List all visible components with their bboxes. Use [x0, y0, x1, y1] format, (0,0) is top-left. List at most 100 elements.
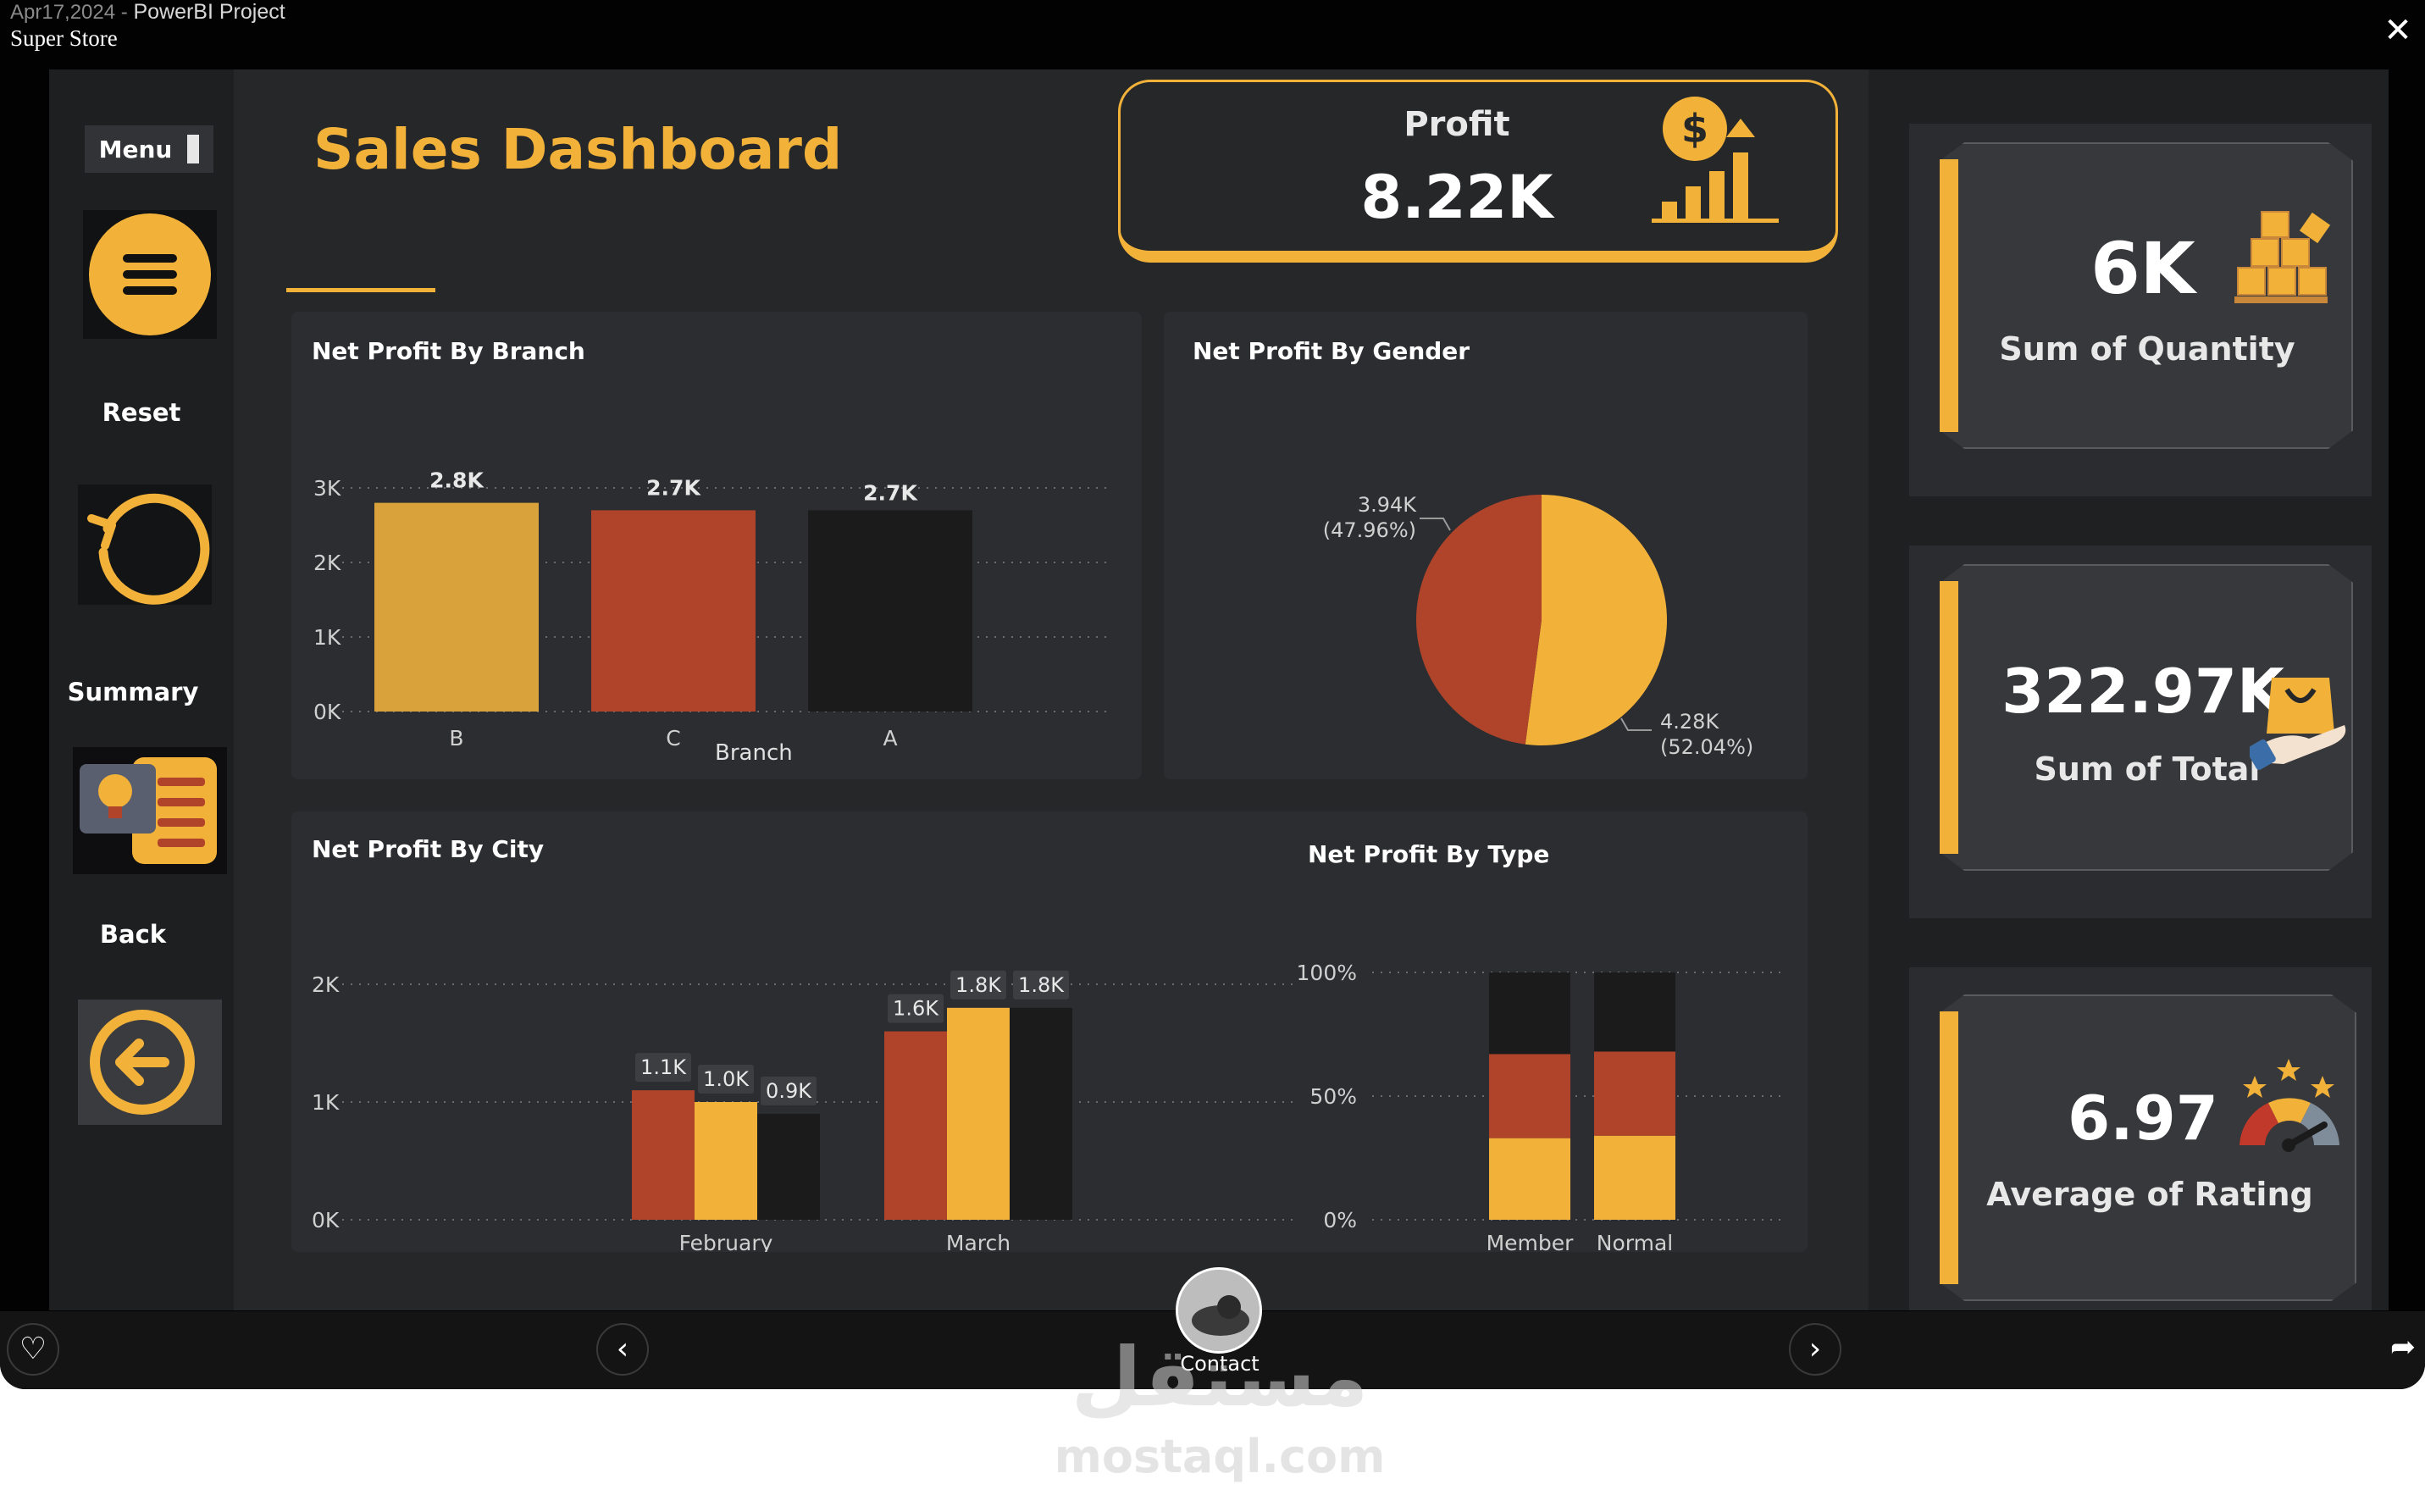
rating-gauge-icon — [2240, 1059, 2339, 1152]
sidebar-item-back-label: Back — [99, 920, 167, 949]
boxes-icon — [2234, 211, 2331, 303]
slice-value-label: 4.28K — [1660, 710, 1719, 734]
report-date: Apr17,2024 - PowerBI Project — [10, 0, 285, 25]
hamburger-button[interactable] — [83, 210, 217, 339]
slice-percent-label: (47.96%) — [1323, 518, 1416, 542]
menu-button[interactable]: Menu — [85, 125, 213, 173]
shopping-bag-hand-icon — [2250, 678, 2346, 770]
project-name: PowerBI Project — [133, 0, 285, 24]
bar-february-naypyitaw — [695, 1102, 757, 1220]
share-icon: ➦ — [2389, 1330, 2417, 1365]
previous-button[interactable]: ‹ — [596, 1323, 649, 1376]
svg-text:$: $ — [1681, 106, 1708, 152]
sidebar-item-summary-label: Summary — [67, 678, 199, 706]
slice-value-label: 3.94K — [1358, 493, 1417, 517]
back-button[interactable] — [78, 1000, 222, 1125]
avatar-image — [1178, 1270, 1260, 1351]
x-tick-label: A — [883, 726, 897, 750]
pie-slice-female — [1525, 495, 1668, 746]
x-tick-label: B — [449, 726, 463, 750]
type-chart-title: Net Profit By Type — [1308, 840, 1550, 868]
data-label-bg — [761, 1076, 817, 1105]
bar-march-naypyitaw — [947, 1007, 1010, 1220]
kpi-quantity-label: Sum of Quantity — [1999, 330, 2295, 368]
kpi-total-value: 322.97K — [2001, 656, 2284, 727]
stack-normal-c — [1594, 972, 1675, 1052]
chevron-right-icon: › — [1808, 1332, 1822, 1366]
x-tick-label: February — [679, 1231, 773, 1252]
x-tick-label: C — [666, 726, 680, 750]
data-label-bg — [888, 994, 944, 1023]
contact-label: Contact — [1180, 1352, 1260, 1376]
summary-button[interactable] — [73, 747, 227, 874]
kpi-rating-value: 6.97 — [2068, 1083, 2218, 1154]
reset-button[interactable] — [78, 485, 212, 605]
bar-march-yangon — [1010, 1007, 1072, 1220]
date-text: Apr17,2024 - — [10, 1, 134, 24]
watermark-arabic: مستقل — [1071, 1330, 1369, 1425]
bar-B — [374, 502, 539, 712]
leader-line — [1420, 518, 1451, 531]
data-label: 1.8K — [955, 973, 1002, 997]
profit-label: Profit — [1404, 105, 1510, 144]
menu-label: Menu — [98, 135, 173, 163]
pie-slice-male — [1416, 495, 1542, 745]
y-tick-label: 2K — [313, 551, 341, 575]
stack-member-b — [1489, 1054, 1570, 1138]
data-label: 2.8K — [429, 468, 484, 493]
branch-x-axis-label: Branch — [715, 740, 793, 766]
close-icon: ✕ — [2383, 11, 2412, 50]
reset-icon — [87, 493, 210, 605]
kpi-accent-2 — [1940, 581, 1958, 854]
bar-february-yangon — [757, 1113, 820, 1220]
data-label: 0.9K — [766, 1079, 812, 1103]
next-button[interactable]: › — [1789, 1323, 1841, 1376]
kpi-accent-3 — [1940, 1011, 1958, 1284]
report-canvas: Menu Reset Summary — [49, 69, 2389, 1310]
x-tick-label: March — [946, 1231, 1010, 1252]
kpi-rating-label: Average of Rating — [1986, 1176, 2313, 1213]
leader-line — [1620, 717, 1652, 731]
profit-growth-icon: $ — [1652, 97, 1779, 223]
city-chart-title: Net Profit By City — [312, 835, 545, 863]
close-button[interactable]: ✕ — [2376, 8, 2420, 53]
stack-normal-a — [1594, 1135, 1675, 1220]
gender-chart-title: Net Profit By Gender — [1193, 337, 1470, 365]
summary-icon — [80, 757, 217, 864]
sidebar-item-reset-label: Reset — [102, 398, 181, 427]
y-tick-label: 0K — [312, 1208, 340, 1232]
like-button[interactable]: ♡ — [7, 1323, 59, 1376]
data-label: 1.6K — [893, 997, 939, 1021]
profit-value: 8.22K — [1360, 163, 1553, 232]
branch-chart-title: Net Profit By Branch — [312, 337, 585, 365]
stack-normal-b — [1594, 1051, 1675, 1136]
share-button[interactable]: ➦ — [2377, 1323, 2425, 1376]
slice-percent-label: (52.04%) — [1660, 735, 1753, 759]
title-underline — [286, 288, 435, 292]
contact-avatar[interactable] — [1176, 1267, 1262, 1354]
bar-february-mandalay — [632, 1090, 695, 1220]
data-label: 2.7K — [863, 480, 918, 505]
page-title: Sales Dashboard — [313, 117, 843, 182]
gender-chart: 4.28K(52.04%)3.94K(47.96%)GenderFemaleMa… — [1323, 493, 1754, 759]
data-label: 2.7K — [646, 475, 701, 500]
data-label: 1.1K — [640, 1055, 687, 1079]
stack-member-c — [1489, 972, 1570, 1055]
y-tick-label: 3K — [313, 476, 341, 501]
y-tick-label: 0% — [1323, 1208, 1357, 1232]
data-label-bg — [950, 970, 1006, 1000]
data-label-bg — [1013, 970, 1069, 1000]
bar-A — [808, 510, 972, 712]
y-tick-label: 1K — [312, 1090, 340, 1115]
chevron-left-icon: ‹ — [616, 1332, 629, 1366]
city-chart: 0K 1K 2K 1.1K 1.0K 0.9K February 1.6K 1.8K 1.8K Ma… — [312, 970, 1308, 1252]
hamburger-icon — [89, 213, 211, 335]
bar-march-mandalay — [884, 1031, 947, 1220]
type-chart: 0%50%100%MemberNormalABC — [1297, 961, 1787, 1252]
kpi-accent-1 — [1940, 159, 1958, 432]
y-tick-label: 100% — [1297, 961, 1357, 985]
x-tick-label: Normal — [1597, 1231, 1673, 1252]
data-label-bg — [698, 1065, 754, 1094]
back-arrow-icon — [90, 1010, 195, 1115]
data-label: 1.8K — [1018, 973, 1065, 997]
